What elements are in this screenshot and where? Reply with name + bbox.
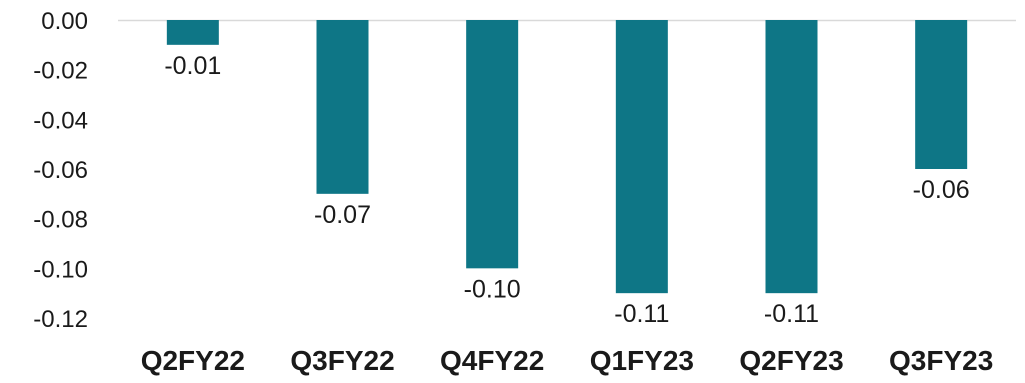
x-category-label: Q2FY22: [141, 345, 245, 376]
y-tick-label: -0.02: [33, 58, 88, 85]
bar: [316, 20, 369, 194]
y-tick-label: 0.00: [41, 8, 88, 35]
data-label: -0.06: [913, 176, 970, 204]
data-label: -0.01: [164, 52, 221, 80]
bar: [466, 20, 519, 269]
y-tick-label: -0.06: [33, 157, 88, 184]
data-labels-group: -0.01 -0.07 -0.10 -0.11 -0.11 -0.06: [164, 52, 969, 328]
x-category-label: Q1FY23: [590, 345, 694, 376]
x-category-label: Q2FY23: [739, 345, 843, 376]
y-tick-label: -0.04: [33, 107, 88, 134]
bar: [166, 20, 219, 45]
data-label: -0.07: [314, 201, 371, 229]
bar: [765, 20, 818, 294]
data-label: -0.11: [764, 300, 819, 328]
bar: [615, 20, 668, 294]
data-label: -0.11: [614, 300, 669, 328]
x-category-label: Q3FY23: [889, 345, 993, 376]
bar: [915, 20, 968, 169]
y-tick-label: -0.10: [33, 256, 88, 283]
y-axis-tick-labels: 0.00 -0.02 -0.04 -0.06 -0.08 -0.10 -0.12: [33, 8, 88, 333]
x-category-label: Q3FY22: [290, 345, 394, 376]
x-category-label: Q4FY22: [440, 345, 544, 376]
y-tick-label: -0.08: [33, 207, 88, 234]
x-axis-category-labels: Q2FY22 Q3FY22 Q4FY22 Q1FY23 Q2FY23 Q3FY23: [141, 345, 994, 376]
y-tick-label: -0.12: [33, 306, 88, 333]
data-label: -0.10: [464, 275, 521, 303]
bars-group: [166, 20, 968, 294]
